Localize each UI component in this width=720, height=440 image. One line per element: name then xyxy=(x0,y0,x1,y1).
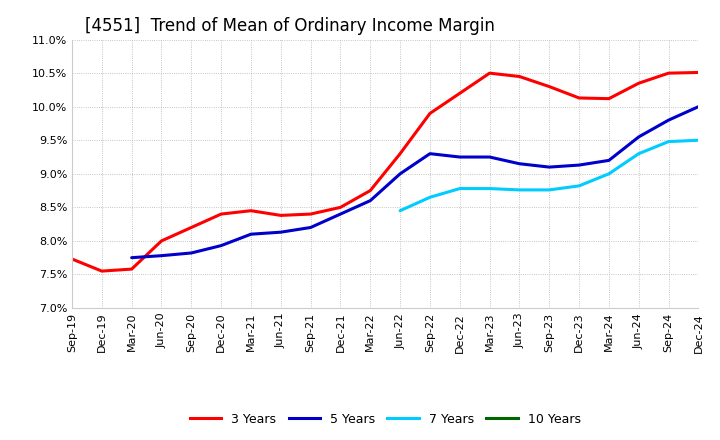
3 Years xyxy=(515,74,523,79)
3 Years xyxy=(366,188,374,193)
5 Years xyxy=(276,230,285,235)
3 Years xyxy=(68,257,76,262)
Line: 7 Years: 7 Years xyxy=(400,140,698,211)
3 Years xyxy=(634,81,643,86)
5 Years xyxy=(605,158,613,163)
5 Years xyxy=(485,154,494,160)
Line: 5 Years: 5 Years xyxy=(132,106,698,258)
3 Years xyxy=(157,238,166,244)
3 Years xyxy=(605,96,613,101)
5 Years xyxy=(665,117,673,123)
3 Years xyxy=(485,70,494,76)
Text: [4551]  Trend of Mean of Ordinary Income Margin: [4551] Trend of Mean of Ordinary Income … xyxy=(84,17,495,35)
5 Years xyxy=(157,253,166,258)
5 Years xyxy=(187,250,196,256)
3 Years xyxy=(187,225,196,230)
7 Years xyxy=(634,151,643,156)
5 Years xyxy=(247,231,256,237)
3 Years xyxy=(127,267,136,272)
7 Years xyxy=(485,186,494,191)
3 Years xyxy=(276,213,285,218)
7 Years xyxy=(694,138,703,143)
3 Years xyxy=(545,84,554,89)
5 Years xyxy=(396,171,405,176)
7 Years xyxy=(396,208,405,213)
7 Years xyxy=(665,139,673,144)
3 Years xyxy=(456,91,464,96)
3 Years xyxy=(426,111,434,116)
5 Years xyxy=(456,154,464,160)
3 Years xyxy=(694,70,703,75)
7 Years xyxy=(545,187,554,193)
7 Years xyxy=(575,183,583,188)
7 Years xyxy=(515,187,523,193)
Legend: 3 Years, 5 Years, 7 Years, 10 Years: 3 Years, 5 Years, 7 Years, 10 Years xyxy=(185,407,585,431)
3 Years xyxy=(306,211,315,216)
5 Years xyxy=(127,255,136,260)
5 Years xyxy=(336,211,345,216)
3 Years xyxy=(575,95,583,101)
Line: 3 Years: 3 Years xyxy=(72,73,698,271)
5 Years xyxy=(694,104,703,109)
5 Years xyxy=(366,198,374,203)
3 Years xyxy=(336,205,345,210)
3 Years xyxy=(217,211,225,216)
7 Years xyxy=(426,194,434,200)
5 Years xyxy=(515,161,523,166)
5 Years xyxy=(545,165,554,170)
3 Years xyxy=(665,70,673,76)
7 Years xyxy=(605,171,613,176)
5 Years xyxy=(217,243,225,248)
3 Years xyxy=(97,268,106,274)
5 Years xyxy=(306,225,315,230)
3 Years xyxy=(396,151,405,156)
7 Years xyxy=(456,186,464,191)
5 Years xyxy=(426,151,434,156)
5 Years xyxy=(634,134,643,139)
3 Years xyxy=(247,208,256,213)
5 Years xyxy=(575,162,583,168)
